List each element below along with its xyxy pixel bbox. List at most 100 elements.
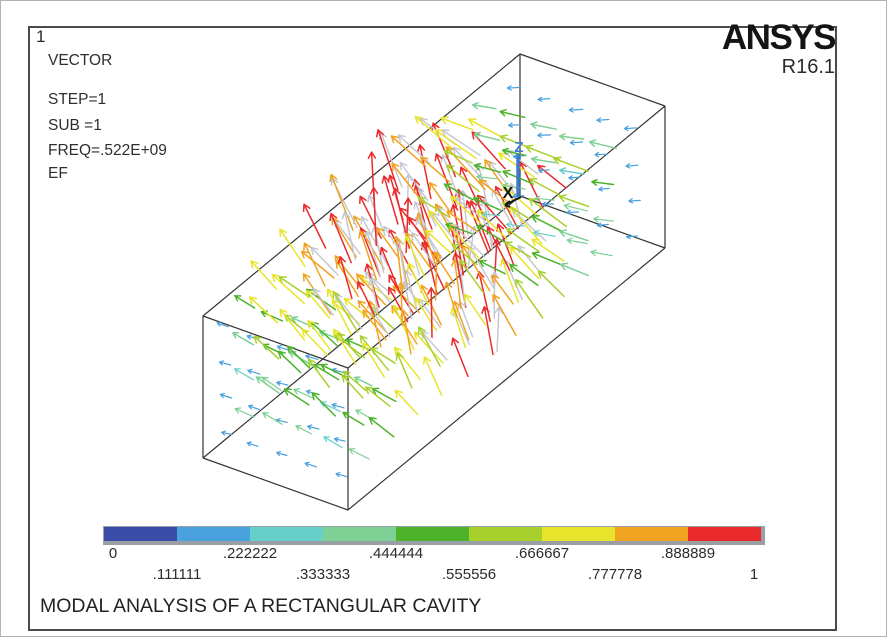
vector-arrow [413,331,444,364]
vector-arrow [433,251,455,285]
vector-arrow [232,332,255,346]
vector-arrow [451,337,469,378]
vector-arrow [473,162,502,173]
annotation-substep: SUB =1 [48,117,102,134]
vector-arrow [563,203,588,212]
vector-arrow [451,243,478,266]
vector-arrow [369,186,379,247]
vector-arrow [537,132,552,138]
vector-arrow [445,222,473,235]
vector-arrow [301,328,328,356]
annotation-plot-type: VECTOR [48,52,113,69]
vector-arrow [341,211,356,261]
vector-arrow [534,195,555,202]
legend-tick-label: 0 [108,545,118,562]
vector-arrow [331,402,345,409]
vector-arrow [307,320,331,351]
vector-arrow [364,230,381,278]
triad-z-label: Z [514,139,523,156]
vector-arrow [253,335,280,360]
vector-arrow [286,345,311,369]
vector-arrow [446,164,480,193]
vector-arrow [417,196,450,218]
legend-color-segment [469,527,542,541]
vector-arrow [250,260,278,290]
annotation-frequency: FREQ=.522E+09 [48,142,167,159]
vector-arrow [473,131,501,141]
vector-arrow [569,139,584,146]
cavity-edge [202,315,349,369]
vector-arrow [505,228,539,252]
vector-arrow [320,363,343,376]
vector-arrow [219,393,233,399]
vector-arrow [332,290,359,333]
vector-arrow [531,214,562,232]
vector-arrow [443,149,474,164]
vector-arrow [399,161,429,202]
vector-arrow [335,260,360,298]
vector-arrow [276,380,289,386]
vector-arrow [394,346,421,380]
vector-arrow [484,159,515,202]
triad-x-axis [504,196,522,208]
vector-arrow [468,118,503,139]
legend-tick-label: .555556 [441,566,497,583]
vector-arrow [428,210,457,250]
legend-color-segment [542,527,615,541]
vector-arrow [528,197,567,228]
vector-arrow [216,321,229,328]
legend-tick-label: .666667 [514,545,570,562]
legend-tick-label: .222222 [222,545,278,562]
vector-arrow [559,262,590,277]
vector-arrow [304,461,318,468]
vector-arrow [391,162,425,205]
vector-arrow [392,304,415,351]
vector-arrow [362,342,386,378]
vector-arrow [558,194,590,208]
vector-arrow [305,289,331,319]
vector-arrow [283,388,310,406]
vector-arrow [541,201,554,207]
vector-arrow [404,235,425,277]
vector-arrow [558,133,585,141]
vector-arrow [504,241,532,258]
vector-arrow [312,288,334,316]
vector-arrow [444,281,458,318]
vector-arrow [302,203,327,249]
vector-arrow [276,451,288,457]
vector-arrow [591,178,615,186]
vector-arrow [234,407,256,418]
vector-arrow [623,125,638,132]
vector-arrow [502,182,526,190]
vector-arrow [307,424,320,430]
vector-arrow [594,151,609,158]
vector-arrow [311,392,337,417]
vector-arrow [443,183,474,201]
cavity-wireframe [202,53,666,511]
vector-arrow [625,234,638,240]
annotation-step: STEP=1 [48,91,107,108]
legend-color-segment [104,527,177,541]
vector-arrow [329,173,354,231]
legend-tick-label: .444444 [368,545,424,562]
vector-arrow [446,210,479,233]
ansys-version: R16.1 [781,56,835,78]
vector-arrow [598,186,610,192]
vector-arrow [501,147,527,157]
triad-x-label: X [503,185,514,202]
vector-arrow [348,448,370,460]
vector-arrow [478,259,506,275]
vector-arrow [326,288,352,336]
cavity-edge [202,457,349,511]
vector-arrow [533,229,556,237]
vector-arrow [509,264,539,287]
vector-arrow [475,224,505,243]
vector-arrow [307,358,331,389]
vector-arrow [360,216,389,267]
vector-arrow [494,306,503,353]
vector-arrow [537,96,551,102]
vector-arrow [531,251,561,266]
vector-arrow [375,129,399,191]
vector-arrow [277,350,302,374]
